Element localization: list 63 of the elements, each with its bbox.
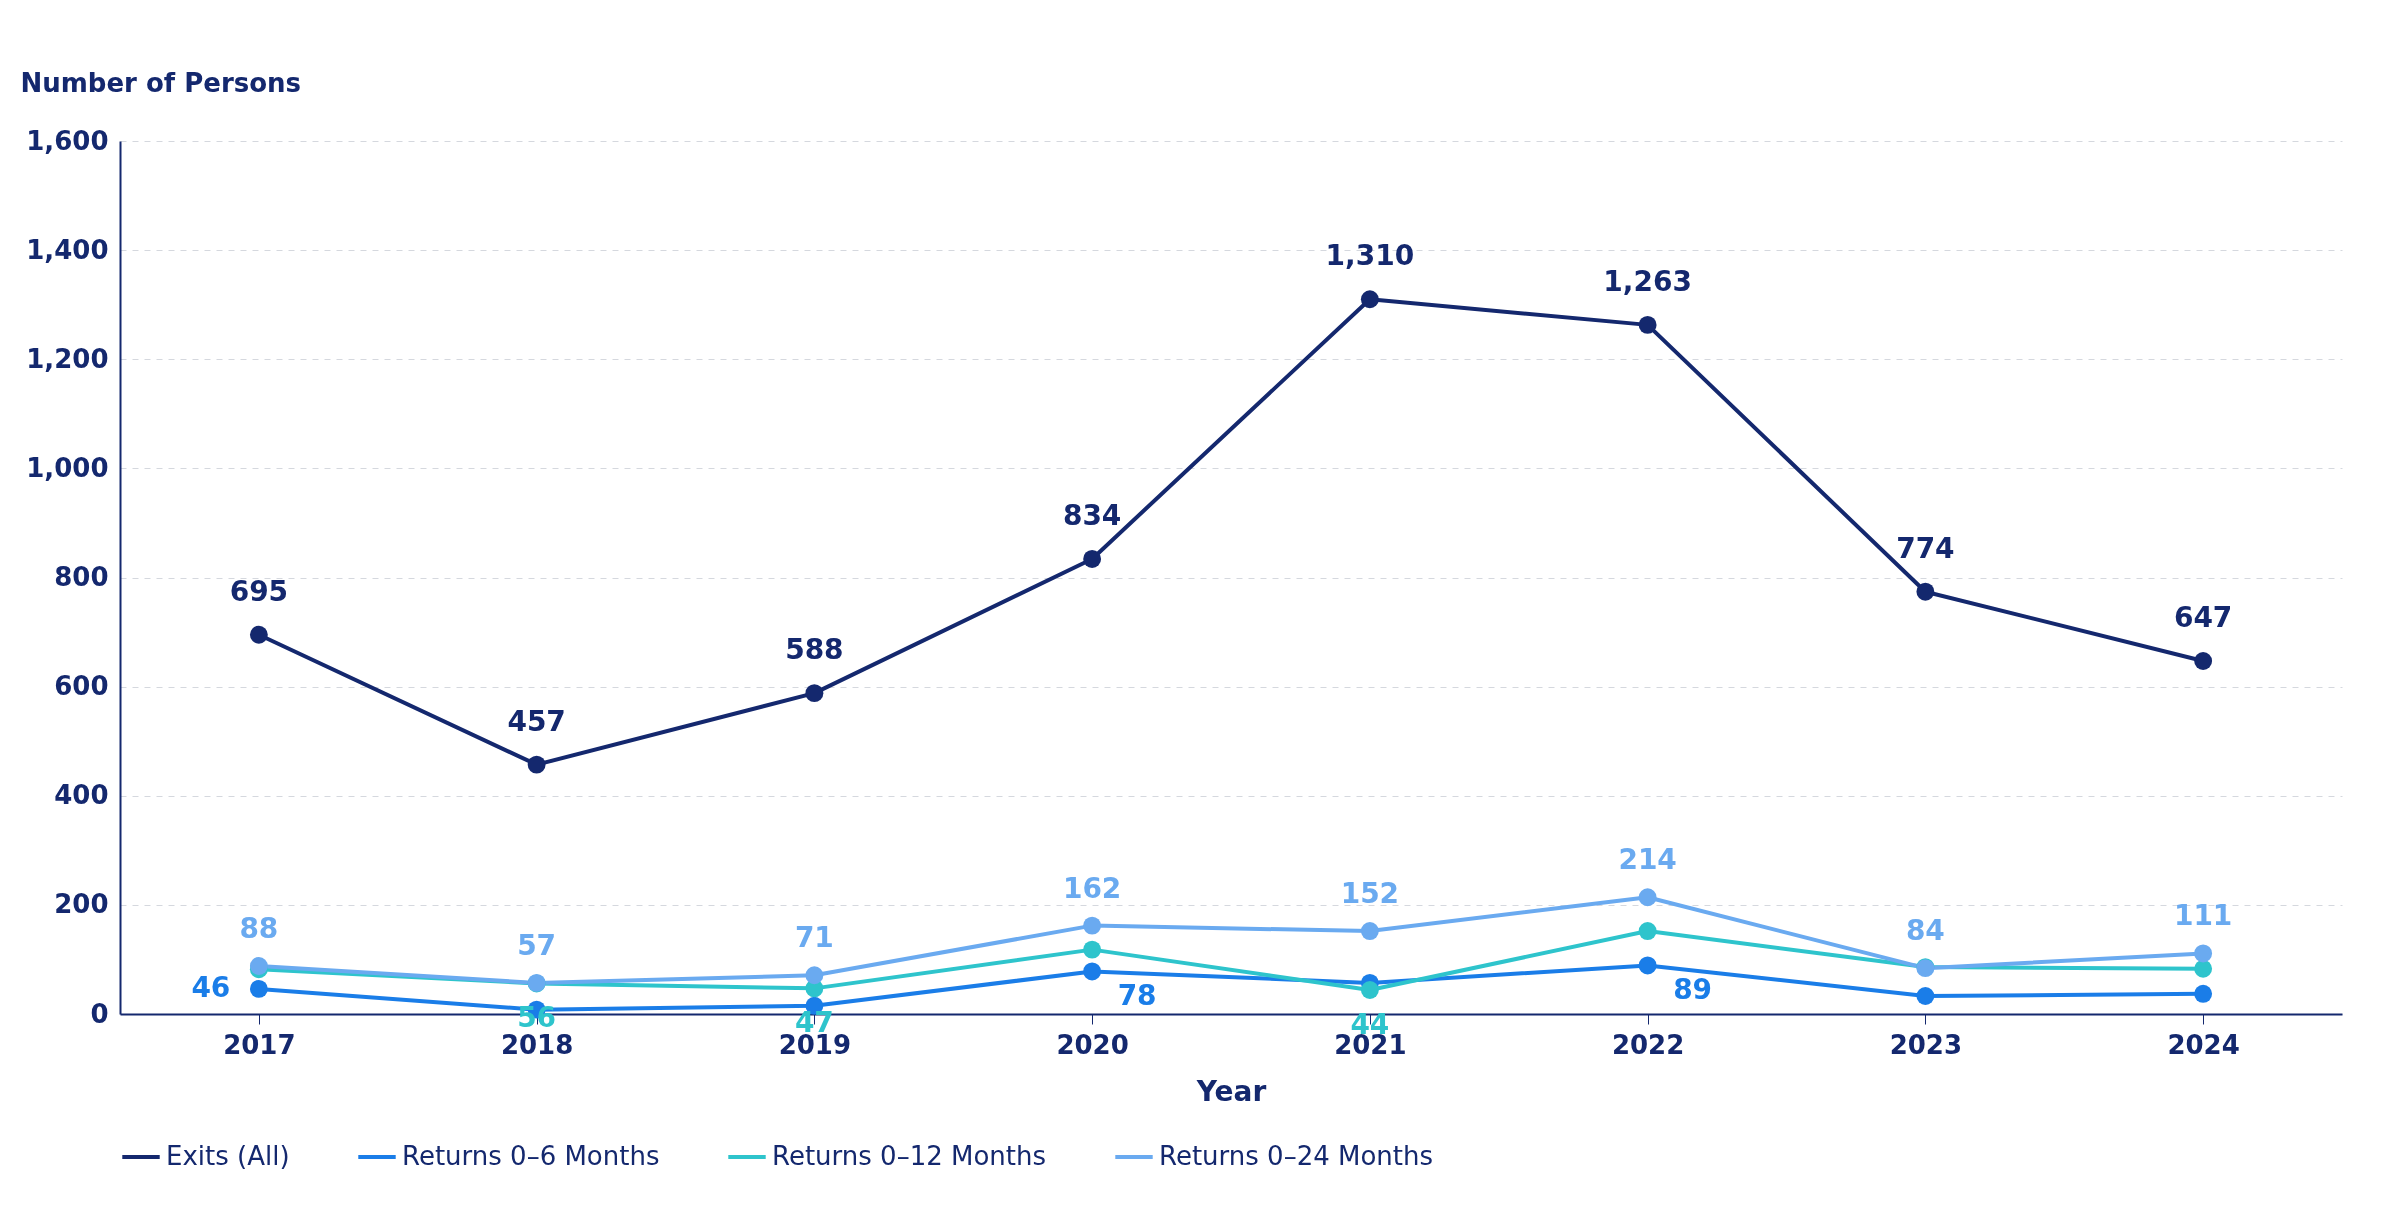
- point: [1083, 916, 1102, 935]
- data-label: 214: [1618, 843, 1677, 877]
- data-label: 57: [517, 928, 557, 962]
- y-tick-label: 200: [54, 889, 109, 920]
- x-axis-title: Year: [1195, 1074, 1267, 1108]
- y-tick-label: 800: [54, 562, 109, 592]
- data-label: 152: [1340, 877, 1400, 911]
- point: [1638, 956, 1657, 975]
- legend-label: Returns 0–24 Months: [1159, 1141, 1434, 1171]
- x-tick-label: 2020: [1056, 1029, 1129, 1060]
- point: [527, 755, 546, 774]
- data-label: 78: [1117, 979, 1157, 1013]
- point: [2194, 984, 2213, 1003]
- data-label: 834: [1062, 498, 1122, 532]
- point: [1083, 940, 1102, 959]
- point: [1083, 550, 1102, 568]
- point: [1916, 582, 1935, 601]
- point: [805, 684, 824, 703]
- x-tick-label: 2024: [2167, 1029, 2240, 1060]
- x-tick-label: 2017: [223, 1029, 296, 1060]
- point: [1638, 315, 1657, 334]
- data-label: 84: [1905, 914, 1945, 948]
- y-tick-label: 0: [90, 998, 109, 1029]
- data-label: 588: [785, 633, 844, 667]
- data-label: 1,310: [1325, 239, 1415, 273]
- x-tick-label: 2023: [1889, 1029, 1963, 1060]
- data-label: 1,263: [1603, 264, 1692, 298]
- data-label: 457: [507, 704, 566, 738]
- y-tick-label: 1,600: [26, 125, 109, 156]
- y-tick-label: 600: [54, 671, 109, 702]
- point: [2194, 652, 2213, 670]
- point: [1638, 922, 1657, 940]
- point: [249, 957, 268, 975]
- data-label: 695: [229, 574, 289, 608]
- data-label: 647: [2173, 600, 2233, 634]
- point: [249, 625, 268, 644]
- legend-label: Returns 0–6 Months: [402, 1141, 660, 1171]
- point: [1360, 922, 1379, 940]
- data-label: 46: [191, 970, 231, 1004]
- x-tick-label: 2018: [500, 1029, 574, 1060]
- point: [2194, 944, 2213, 963]
- point: [1360, 290, 1379, 309]
- point: [1083, 962, 1102, 981]
- data-label: 71: [794, 921, 834, 955]
- y-axis-title: Number of Persons: [20, 67, 302, 98]
- x-tick-label: 2022: [1611, 1029, 1685, 1060]
- data-label: 162: [1062, 871, 1122, 905]
- data-label: 111: [2173, 899, 2233, 933]
- point: [2194, 959, 2213, 978]
- point: [1638, 888, 1657, 907]
- y-tick-label: 1,200: [26, 343, 109, 374]
- data-label: 774: [1896, 531, 1955, 565]
- point: [805, 966, 824, 985]
- y-tick-label: 1,000: [26, 452, 109, 483]
- legend-label: Exits (All): [166, 1141, 290, 1171]
- data-label: 89: [1673, 973, 1713, 1007]
- point: [1916, 987, 1935, 1005]
- point: [1360, 981, 1379, 999]
- data-label: 88: [239, 911, 279, 945]
- y-tick-label: 1,400: [26, 234, 109, 265]
- legend-label: Returns 0–12 Months: [772, 1141, 1047, 1171]
- y-tick-label: 400: [54, 780, 109, 811]
- point: [249, 979, 268, 998]
